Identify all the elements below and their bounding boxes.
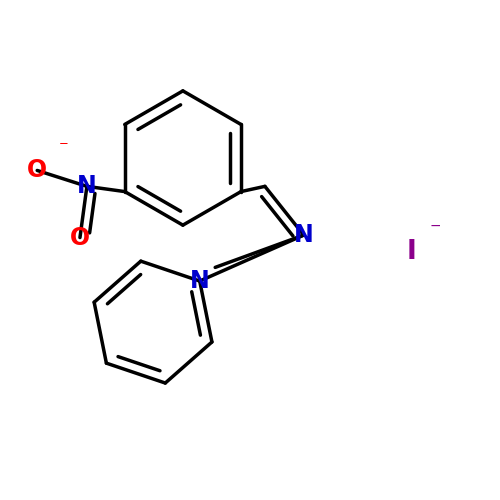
Text: $^{-}$: $^{-}$	[58, 138, 69, 156]
Text: N: N	[294, 223, 314, 247]
Text: N: N	[190, 269, 210, 293]
Text: I: I	[406, 240, 416, 266]
Text: $^{-}$: $^{-}$	[429, 221, 441, 240]
Text: O: O	[27, 158, 48, 182]
Text: N: N	[77, 174, 97, 199]
Text: O: O	[70, 226, 90, 250]
